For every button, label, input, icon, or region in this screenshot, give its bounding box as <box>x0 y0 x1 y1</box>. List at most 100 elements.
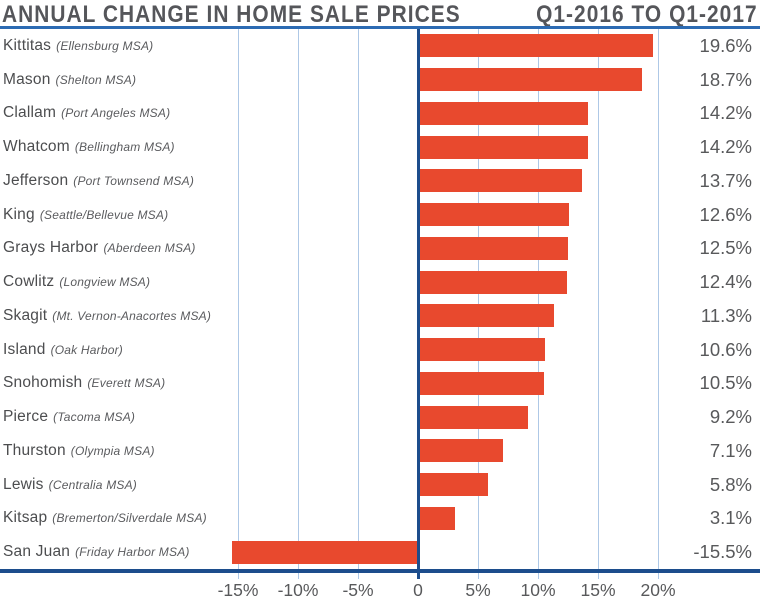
county-name: Kitsap <box>3 509 48 527</box>
category-label: King (Seattle/Bellevue MSA) <box>3 206 168 224</box>
value-label: 10.6% <box>699 338 752 360</box>
gridline <box>477 29 479 569</box>
value-label: 9.2% <box>709 406 752 428</box>
x-axis-line <box>0 569 760 573</box>
bar <box>418 473 488 497</box>
value-label: 12.6% <box>699 203 752 225</box>
category-label: Cowlitz (Longview MSA) <box>3 273 150 291</box>
bar <box>418 506 456 530</box>
x-axis-tick <box>297 573 299 579</box>
county-name: Lewis <box>3 475 44 493</box>
county-name: Skagit <box>3 306 48 324</box>
bar <box>418 236 568 260</box>
x-axis-tick-label: -5% <box>342 580 374 600</box>
msa-name: (Centralia MSA) <box>48 477 137 492</box>
county-name: Kittitas <box>3 36 52 54</box>
category-label: Lewis (Centralia MSA) <box>3 476 137 494</box>
category-label: Whatcom (Bellingham MSA) <box>3 138 175 156</box>
zero-axis-line <box>416 29 420 569</box>
chart-row: Snohomish (Everett MSA) 10.5% <box>0 367 760 401</box>
value-label: 12.5% <box>699 237 752 259</box>
county-name: Mason <box>3 70 51 88</box>
category-label: Kittitas (Ellensburg MSA) <box>3 37 153 55</box>
bar <box>418 101 589 125</box>
county-name: Thurston <box>3 441 66 459</box>
county-name: Grays Harbor <box>3 239 99 257</box>
chart-row: Thurston (Olympia MSA) 7.1% <box>0 434 760 468</box>
county-name: Snohomish <box>3 374 83 392</box>
x-axis-tick-label: 5% <box>465 580 491 600</box>
x-axis-tick <box>357 573 359 579</box>
x-axis-tick-label: 20% <box>640 580 676 600</box>
chart-title: ANNUAL CHANGE IN HOME SALE PRICES <box>2 1 461 28</box>
chart-row: Island (Oak Harbor) 10.6% <box>0 333 760 367</box>
gridline <box>297 29 299 569</box>
msa-name: (Seattle/Bellevue MSA) <box>39 207 169 222</box>
chart-period: Q1-2016 TO Q1-2017 <box>536 1 758 28</box>
gridline <box>357 29 359 569</box>
value-label: 14.2% <box>699 136 752 158</box>
category-label: Pierce (Tacoma MSA) <box>3 408 135 426</box>
gridline <box>597 29 599 569</box>
x-axis-tick <box>597 573 599 579</box>
chart-row: Skagit (Mt. Vernon-Anacortes MSA) 11.3% <box>0 299 760 333</box>
msa-name: (Friday Harbor MSA) <box>75 545 190 560</box>
gridline <box>237 29 239 569</box>
x-axis-tick <box>477 573 479 579</box>
bar <box>418 405 529 429</box>
value-label: 14.2% <box>699 102 752 124</box>
bar <box>418 304 554 328</box>
chart-row: Grays Harbor (Aberdeen MSA) 12.5% <box>0 232 760 266</box>
x-axis-tick-label: 0 <box>413 580 423 600</box>
county-name: Clallam <box>3 104 57 122</box>
msa-name: (Shelton MSA) <box>55 72 137 87</box>
x-axis-tick-label: -15% <box>217 580 259 600</box>
bar <box>418 439 504 463</box>
msa-name: (Port Angeles MSA) <box>61 106 171 121</box>
chart-row: Cowlitz (Longview MSA) 12.4% <box>0 265 760 299</box>
chart-row: King (Seattle/Bellevue MSA) 12.6% <box>0 198 760 232</box>
chart-row: San Juan (Friday Harbor MSA) -15.5% <box>0 535 760 569</box>
msa-name: (Tacoma MSA) <box>53 410 136 425</box>
value-label: 10.5% <box>699 372 752 394</box>
msa-name: (Mt. Vernon-Anacortes MSA) <box>52 308 212 323</box>
gridline <box>537 29 539 569</box>
county-name: Jefferson <box>3 171 69 189</box>
bar <box>418 135 589 159</box>
x-axis-tick-label: -10% <box>277 580 319 600</box>
county-name: Cowlitz <box>3 273 55 291</box>
category-label: Island (Oak Harbor) <box>3 341 123 359</box>
gridline <box>657 29 659 569</box>
value-label: 5.8% <box>709 473 752 495</box>
category-label: Jefferson (Port Townsend MSA) <box>3 172 194 190</box>
category-label: Skagit (Mt. Vernon-Anacortes MSA) <box>3 307 211 325</box>
county-name: Pierce <box>3 408 49 426</box>
category-label: Grays Harbor (Aberdeen MSA) <box>3 239 196 257</box>
chart-row: Kittitas (Ellensburg MSA) 19.6% <box>0 29 760 63</box>
msa-name: (Everett MSA) <box>87 376 166 391</box>
x-axis-tick-label: 10% <box>520 580 556 600</box>
bar <box>418 169 583 193</box>
bar <box>418 371 544 395</box>
county-name: San Juan <box>3 543 71 561</box>
chart-row: Clallam (Port Angeles MSA) 14.2% <box>0 97 760 131</box>
x-axis-tick <box>657 573 659 579</box>
category-label: Kitsap (Bremerton/Silverdale MSA) <box>3 509 207 527</box>
county-name: Whatcom <box>3 138 70 156</box>
msa-name: (Longview MSA) <box>59 275 151 290</box>
msa-name: (Ellensburg MSA) <box>56 38 154 53</box>
msa-name: (Aberdeen MSA) <box>103 241 196 256</box>
value-label: 3.1% <box>709 507 752 529</box>
category-label: Mason (Shelton MSA) <box>3 71 136 89</box>
chart-row: Lewis (Centralia MSA) 5.8% <box>0 468 760 502</box>
x-axis-tick <box>237 573 239 579</box>
chart-row: Mason (Shelton MSA) 18.7% <box>0 63 760 97</box>
category-label: San Juan (Friday Harbor MSA) <box>3 543 190 561</box>
chart-row: Pierce (Tacoma MSA) 9.2% <box>0 400 760 434</box>
x-axis-tick-label: 15% <box>580 580 616 600</box>
msa-name: (Oak Harbor) <box>50 342 123 357</box>
county-name: King <box>3 205 35 223</box>
chart-row: Kitsap (Bremerton/Silverdale MSA) 3.1% <box>0 502 760 536</box>
